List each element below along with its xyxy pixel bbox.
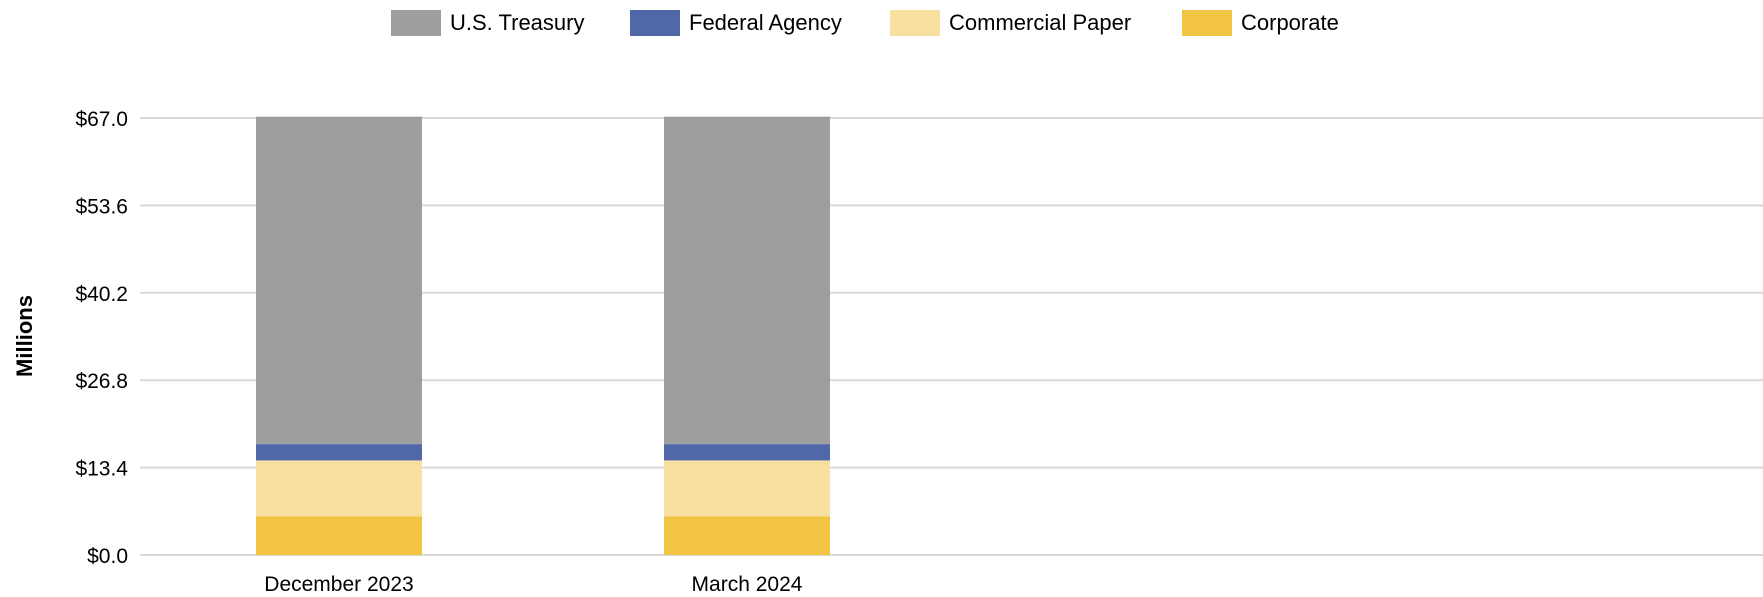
x-tick-label: December 2023 <box>264 573 413 596</box>
legend-swatch <box>391 10 441 36</box>
bar-segment-commercial-paper <box>664 460 830 517</box>
bars <box>256 116 830 555</box>
bar-segment-corporate <box>664 516 830 555</box>
x-axis-ticks: December 2023 March 2024 <box>264 573 802 596</box>
y-tick-label: $67.0 <box>75 108 128 131</box>
legend-swatch <box>1182 10 1232 36</box>
y-tick-label: $13.4 <box>75 458 128 481</box>
legend-swatch <box>890 10 940 36</box>
bar-segment-u-s-treasury <box>664 116 830 445</box>
bar-segment-commercial-paper <box>256 460 422 517</box>
y-tick-label: $53.6 <box>75 195 128 218</box>
bar-segment-corporate <box>256 516 422 555</box>
legend-label: Commercial Paper <box>949 10 1131 35</box>
legend: U.S. Treasury Federal Agency Commercial Pa… <box>391 10 1339 36</box>
legend-swatch <box>630 10 680 36</box>
bar-segment-federal-agency <box>664 444 830 461</box>
y-axis-label: Millions <box>12 295 37 377</box>
legend-label: Federal Agency <box>689 10 842 35</box>
y-axis-ticks: $0.0 $13.4 $26.8 $40.2 $53.6 $67.0 <box>75 108 128 568</box>
legend-label: Corporate <box>1241 10 1339 35</box>
y-tick-label: $26.8 <box>75 370 128 393</box>
x-tick-label: March 2024 <box>692 573 803 596</box>
bar-segment-federal-agency <box>256 444 422 461</box>
bar-segment-u-s-treasury <box>256 116 422 445</box>
y-tick-label: $0.0 <box>87 545 128 568</box>
legend-label: U.S. Treasury <box>450 10 584 35</box>
y-tick-label: $40.2 <box>75 283 128 306</box>
